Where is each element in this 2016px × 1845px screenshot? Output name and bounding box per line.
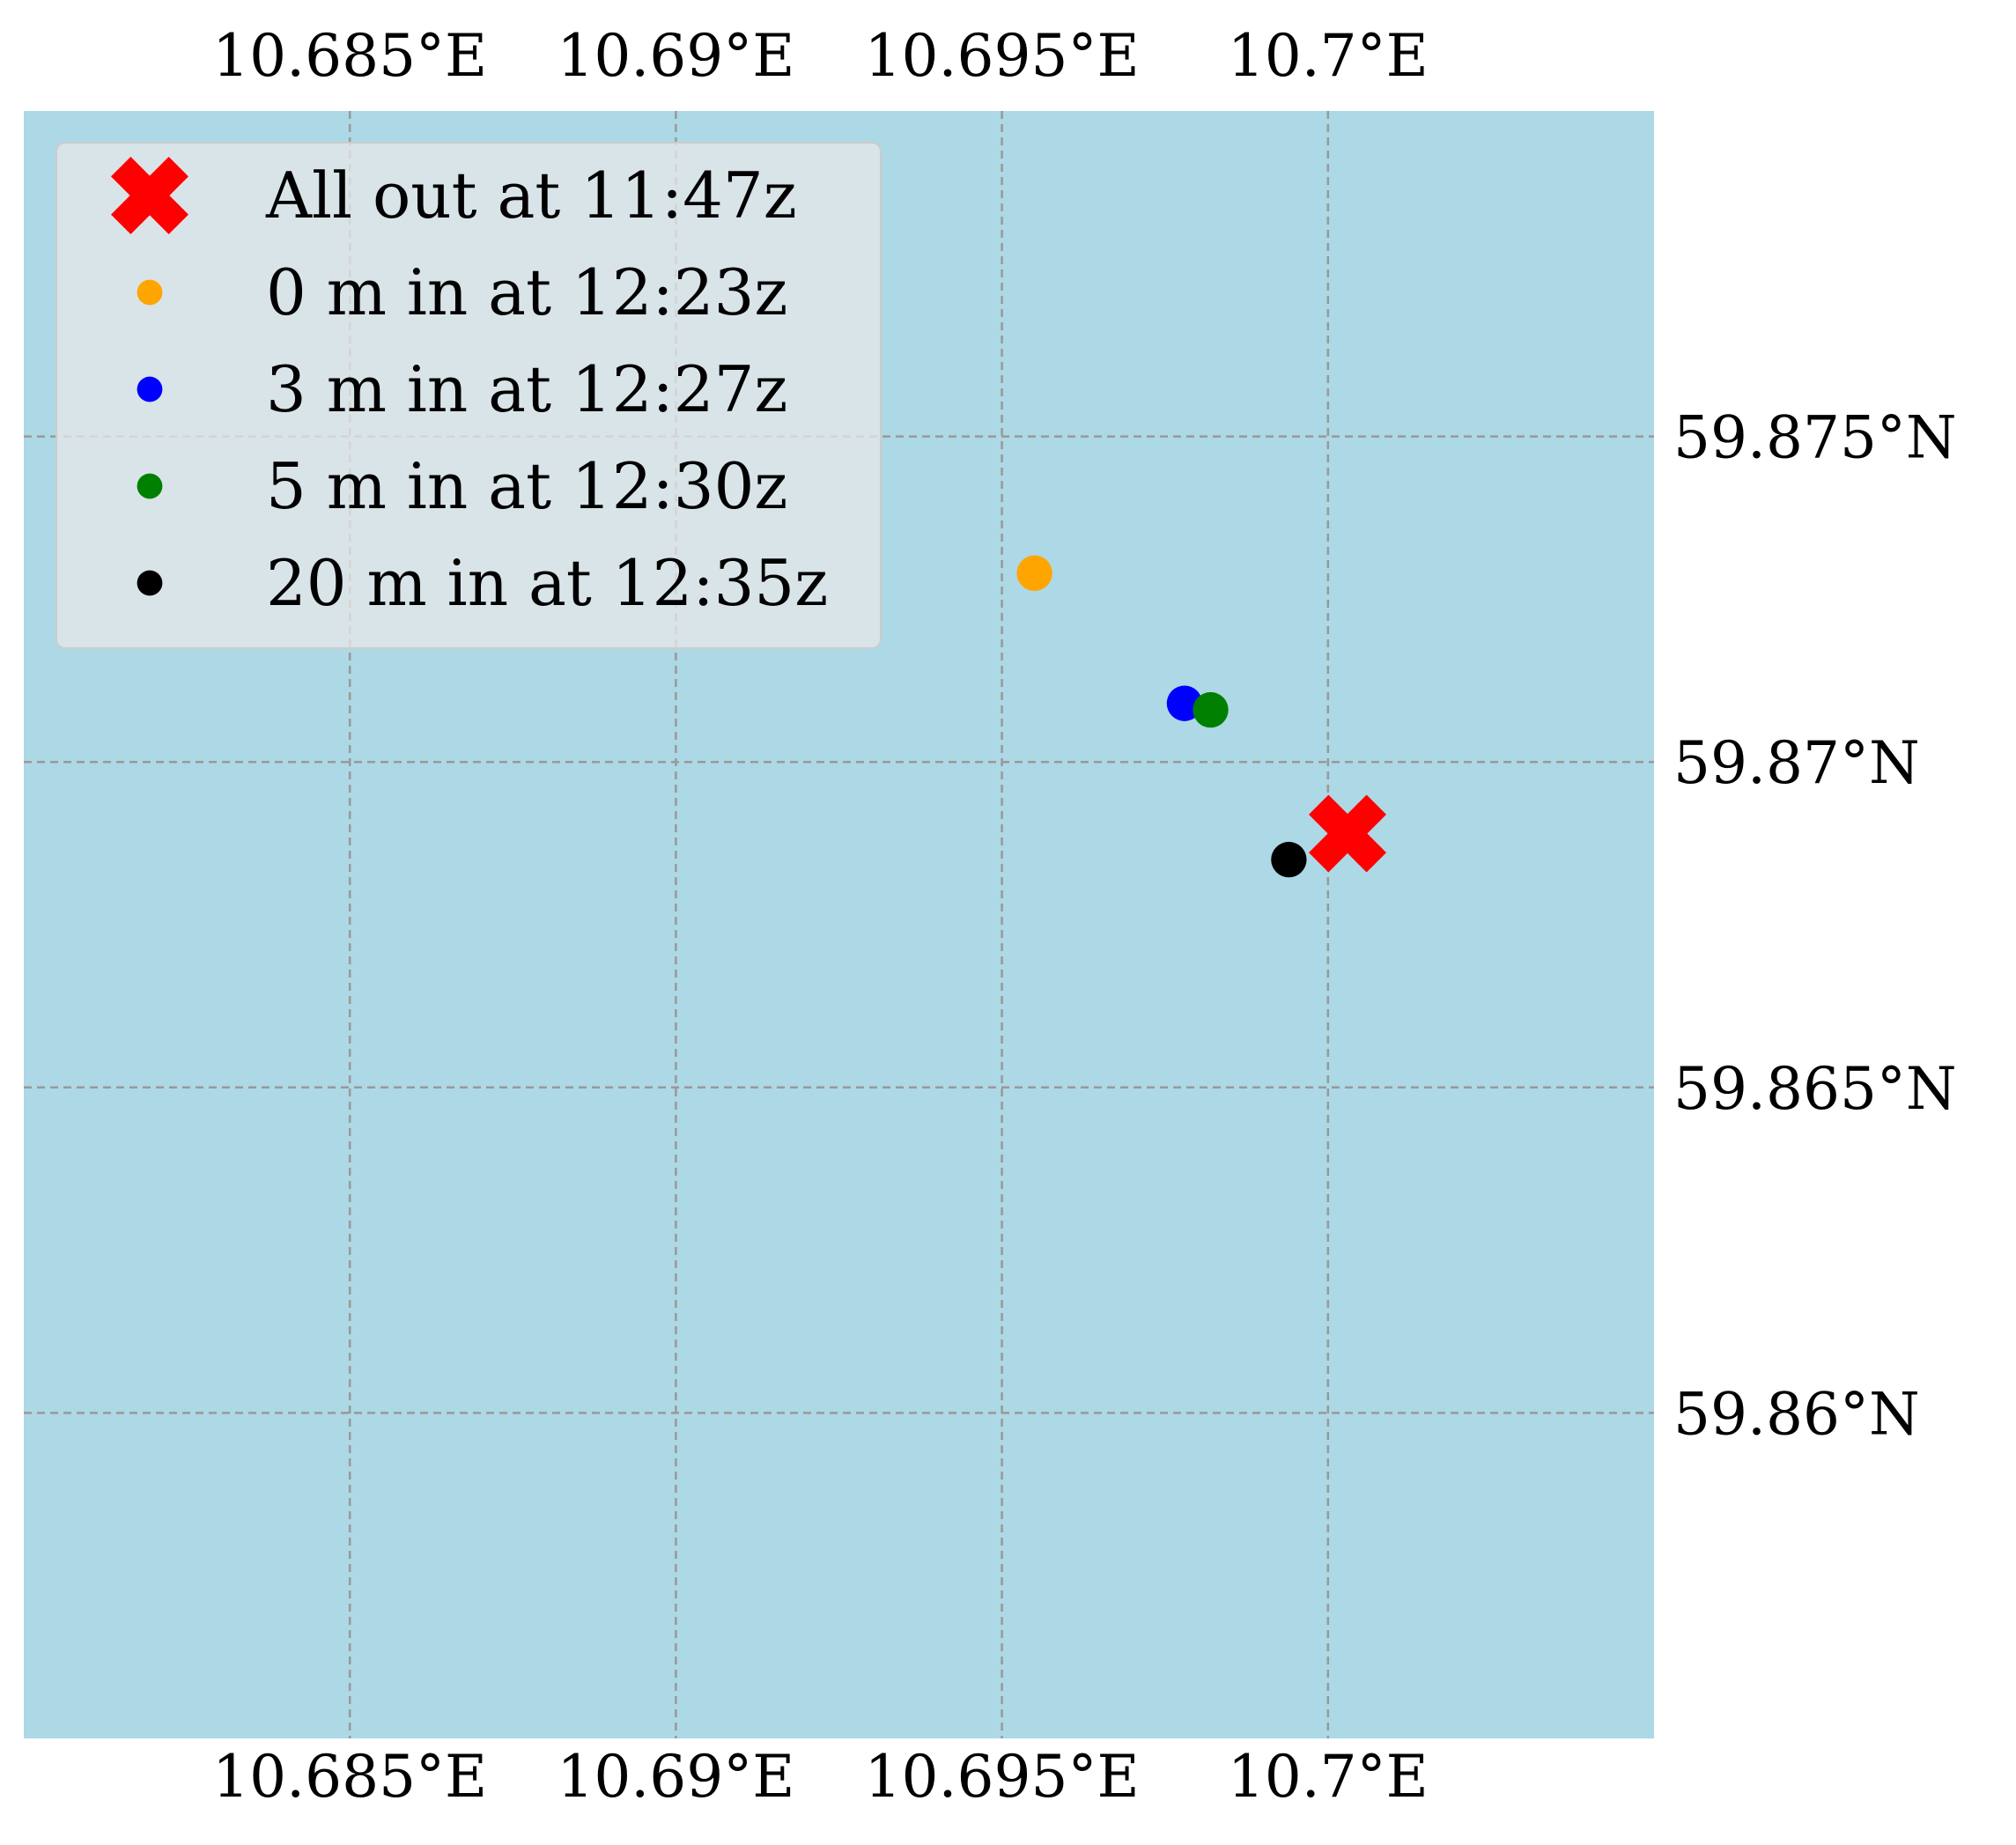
legend-label-3: 5 m in at 12:30z bbox=[266, 449, 787, 523]
legend-label-2: 3 m in at 12:27z bbox=[266, 352, 787, 426]
legend-marker-2 bbox=[137, 376, 163, 402]
legend-label-0: All out at 11:47z bbox=[265, 159, 797, 232]
right-lat-tick-label-2: 59.865°N bbox=[1673, 1055, 1957, 1123]
right-lat-tick-label-3: 59.86°N bbox=[1673, 1380, 1920, 1448]
markers bbox=[1016, 555, 1387, 878]
top-lon-tick-label-2: 10.695°E bbox=[865, 22, 1140, 90]
tick-labels: 10.685°E 10.685°E 10.69°E 10.69°E 10.695°E 10… bbox=[212, 22, 1957, 1811]
data-point-1 bbox=[1016, 555, 1052, 591]
legend-marker-4 bbox=[137, 570, 163, 596]
top-lon-tick-label-0: 10.685°E bbox=[212, 22, 487, 90]
bottom-lon-tick-label-3: 10.7°E bbox=[1228, 1743, 1429, 1811]
data-point-0 bbox=[1309, 794, 1387, 873]
legend-marker-1 bbox=[137, 279, 163, 306]
top-lon-tick-label-1: 10.69°E bbox=[557, 22, 794, 90]
legend-box bbox=[55, 142, 882, 649]
bottom-lon-tick-label-1: 10.69°E bbox=[557, 1743, 794, 1811]
legend-label-4: 20 m in at 12:35z bbox=[266, 546, 828, 620]
legend-marker-3 bbox=[137, 473, 163, 499]
legend-label-1: 0 m in at 12:23z bbox=[266, 255, 787, 329]
top-lon-tick-label-3: 10.7°E bbox=[1228, 22, 1429, 90]
data-point-3 bbox=[1193, 691, 1229, 728]
legend-marker-0 bbox=[111, 157, 188, 234]
data-point-4 bbox=[1271, 841, 1307, 878]
bottom-lon-tick-label-2: 10.695°E bbox=[865, 1743, 1140, 1811]
legend: All out at 11:47z 0 m in at 12:23z 3 m in … bbox=[55, 142, 882, 649]
right-lat-tick-label-1: 59.87°N bbox=[1673, 729, 1920, 797]
bottom-lon-tick-label-0: 10.685°E bbox=[212, 1743, 487, 1811]
right-lat-tick-label-0: 59.875°N bbox=[1673, 404, 1957, 472]
